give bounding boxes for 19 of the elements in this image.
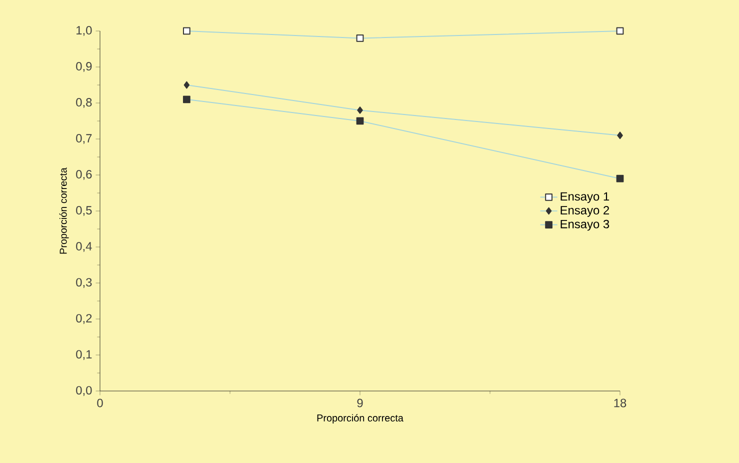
y-tick-label: 0,3 [76, 278, 92, 288]
y-tick-label: 0,2 [76, 314, 92, 324]
legend-label: Ensayo 1 [560, 192, 610, 204]
x-axis-title: Proporción correcta [317, 414, 404, 424]
legend-label: Ensayo 2 [560, 206, 610, 217]
x-tick-label: 18 [614, 398, 626, 408]
y-tick-label: 0,5 [76, 206, 92, 216]
y-tick-label: 0,0 [76, 386, 92, 396]
y-tick-label: 0,4 [76, 242, 92, 252]
y-tick-label: 0,7 [76, 134, 92, 144]
x-tick-label: 0 [97, 398, 103, 408]
y-tick-label: 0,6 [76, 170, 92, 180]
legend-label: Ensayo 3 [560, 220, 610, 231]
y-tick-label: 1,0 [76, 26, 92, 36]
y-tick-label: 0,1 [76, 350, 92, 360]
x-tick-label: 9 [357, 398, 363, 408]
y-tick-label: 0,9 [76, 62, 92, 72]
y-tick-label: 0,8 [76, 98, 92, 108]
y-axis-title: Proporción correcta [59, 168, 69, 254]
